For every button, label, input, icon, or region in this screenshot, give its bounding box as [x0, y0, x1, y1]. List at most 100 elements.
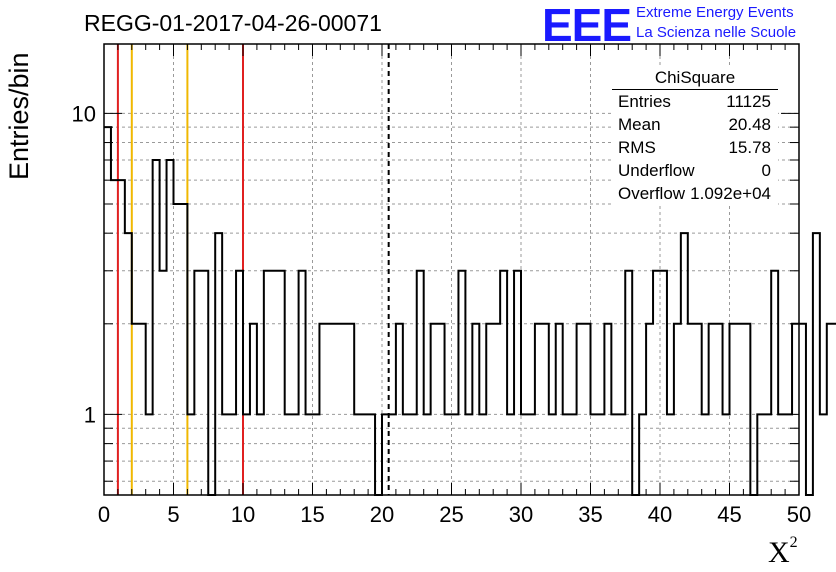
histogram-bin [611, 414, 618, 495]
histogram-bin [146, 414, 153, 495]
histogram-bin [827, 324, 834, 495]
histogram-bin [660, 271, 667, 495]
histogram-bin [757, 414, 764, 495]
histogram-bin [785, 414, 792, 495]
histogram-bin [153, 160, 160, 495]
histogram-bin [236, 271, 243, 495]
histogram-bin [180, 204, 187, 495]
histogram-bin [570, 414, 577, 495]
x-tick-label: 25 [439, 502, 463, 527]
histogram-bin [326, 324, 333, 495]
histogram-bin [306, 414, 313, 495]
histogram-bin [591, 414, 598, 495]
x-tick-label: 30 [509, 502, 533, 527]
histogram-bin [688, 324, 695, 495]
x-tick-label: 15 [300, 502, 324, 527]
histogram-bin [410, 414, 417, 495]
histogram-bin [118, 180, 125, 495]
histogram-bin [486, 324, 493, 495]
histogram-bin [215, 233, 222, 495]
histogram-bin [521, 414, 528, 495]
histogram-bin [389, 414, 396, 495]
histogram-bin [528, 414, 535, 495]
histogram-bin [347, 324, 354, 495]
x-tick-label: 5 [167, 502, 179, 527]
histogram-bin [653, 271, 660, 495]
histogram-bin [452, 414, 459, 495]
eee-logo: EEE [542, 0, 632, 51]
x-tick-label: 10 [231, 502, 255, 527]
x-tick-label: 40 [648, 502, 672, 527]
histogram-bin [792, 324, 799, 495]
histogram-bin [111, 180, 118, 495]
histogram-bin [702, 414, 709, 495]
histogram-bin [167, 160, 174, 495]
histogram-bin [736, 324, 743, 495]
histogram-bin [813, 233, 820, 495]
histogram-bin [743, 324, 750, 495]
histogram-bin [125, 233, 132, 495]
stats-row-entries: Entries 11125 [618, 92, 771, 111]
histogram-bin [472, 324, 479, 495]
stats-row-mean: Mean 20.48 [618, 115, 771, 134]
histogram-bin [396, 324, 403, 495]
histogram-bin [445, 414, 452, 495]
histogram-bin [417, 271, 424, 495]
histogram-bin [556, 324, 563, 495]
histogram-bin [514, 271, 521, 495]
histogram-bin [361, 414, 368, 495]
histogram-bin [639, 414, 646, 495]
histogram-bin [222, 414, 229, 495]
histogram-bin [507, 414, 514, 495]
histogram-bin [333, 324, 340, 495]
histogram-bin [340, 324, 347, 495]
histogram-bin [174, 204, 181, 495]
y-axis-label: Entries/bin [4, 52, 34, 180]
histogram-bin [160, 271, 167, 495]
logo-line-1: Extreme Energy Events [636, 4, 794, 21]
x-tick-label: 50 [787, 502, 811, 527]
stats-title: ChiSquare [612, 68, 778, 90]
histogram-bin [431, 324, 438, 495]
histogram-bin [493, 324, 500, 495]
histogram-bin [229, 414, 236, 495]
histogram-bin [250, 324, 257, 495]
histogram-bin [681, 233, 688, 495]
histogram-bin [285, 414, 292, 495]
histogram-bin [500, 271, 507, 495]
histogram-bin [771, 271, 778, 495]
histogram-bin [709, 324, 716, 495]
histogram-bin [674, 324, 681, 495]
histogram-bin [465, 414, 472, 495]
histogram-bin [479, 414, 486, 495]
histogram-bin [778, 414, 785, 495]
histogram-bin [271, 271, 278, 495]
histogram-bin [799, 324, 806, 495]
histogram-bin [820, 414, 827, 495]
histogram-bin [577, 324, 584, 495]
histogram-bin [403, 414, 410, 495]
chart-title: REGG-01-2017-04-26-00071 [84, 10, 382, 36]
histogram-bin [542, 324, 549, 495]
histogram-bin [382, 414, 389, 495]
stats-box: ChiSquare Entries 11125 Mean 20.48 RMS 15.7… [612, 68, 778, 205]
x-tick-label: 45 [717, 502, 741, 527]
histogram-bin [319, 324, 326, 495]
histogram-bin [695, 324, 702, 495]
histogram-bin [187, 414, 194, 495]
histogram-bin [438, 324, 445, 495]
histogram-bin [716, 324, 723, 495]
histogram-bin [618, 414, 625, 495]
histogram-bin [368, 414, 375, 495]
histogram-bin [549, 414, 556, 495]
stats-row-underflow: Underflow 0 [618, 161, 771, 180]
histogram-bin [104, 127, 111, 495]
histogram-bin [584, 324, 591, 495]
x-tick-label: 20 [370, 502, 394, 527]
x-axis-label: X2 [768, 534, 798, 569]
histogram-outline [104, 126, 836, 496]
histogram-bin [764, 414, 771, 495]
histogram-bin [139, 324, 146, 495]
histogram-bin [625, 271, 632, 495]
histogram-bin [354, 414, 361, 495]
